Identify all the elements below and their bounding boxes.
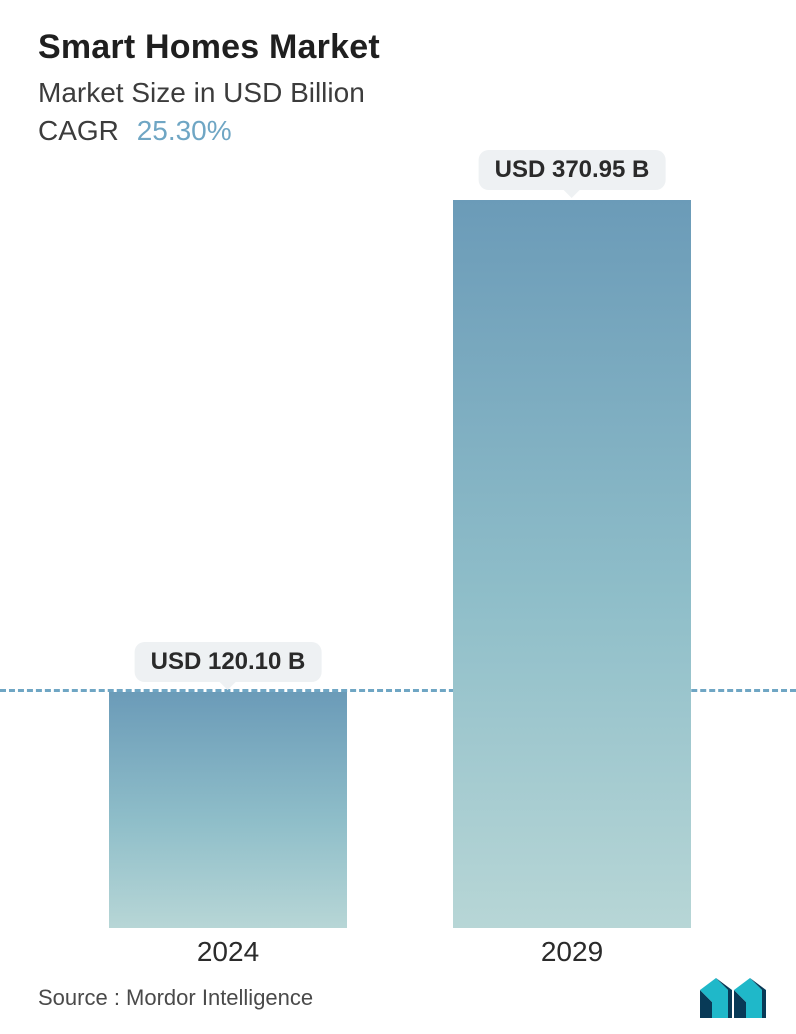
chart-subtitle: Market Size in USD Billion: [38, 77, 768, 109]
footer: Source : Mordor Intelligence: [38, 976, 768, 1020]
chart-frame: Smart Homes Market Market Size in USD Bi…: [0, 0, 796, 1034]
value-label-2024: USD 120.10 B: [135, 642, 322, 682]
bar-2029: [453, 200, 691, 928]
x-label-2029: 2029: [541, 936, 603, 968]
cagr-value: 25.30%: [137, 115, 232, 146]
chart-title: Smart Homes Market: [38, 28, 768, 67]
x-label-2024: 2024: [197, 936, 259, 968]
brand-logo-icon: [698, 976, 768, 1020]
x-axis: 2024 2029: [0, 928, 796, 978]
cagr-row: CAGR 25.30%: [38, 115, 768, 147]
cagr-label: CAGR: [38, 115, 119, 146]
value-label-2029: USD 370.95 B: [479, 150, 666, 190]
bar-2024: [109, 692, 347, 928]
source-text: Source : Mordor Intelligence: [38, 985, 313, 1011]
plot-area: USD 120.10 BUSD 370.95 B: [0, 168, 796, 928]
